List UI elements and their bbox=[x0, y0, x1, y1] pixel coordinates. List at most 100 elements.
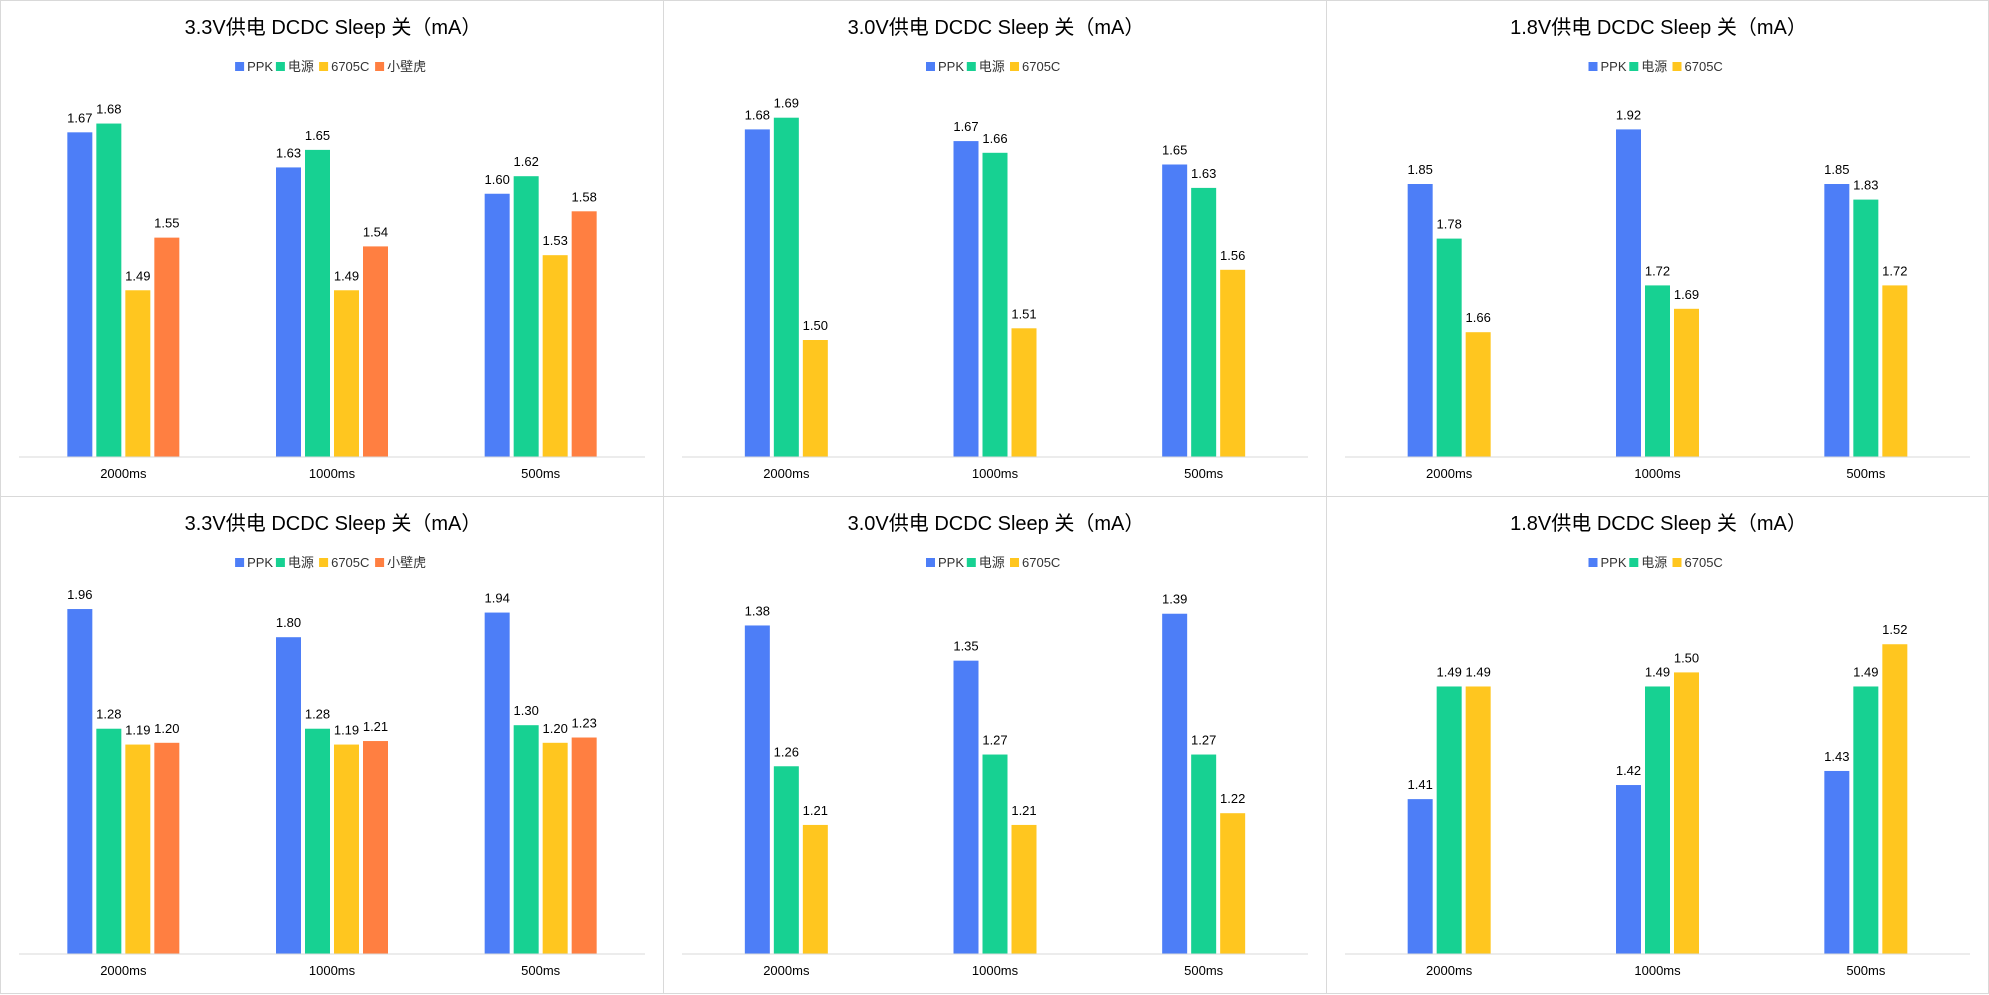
bar-电源-1000ms bbox=[1645, 285, 1670, 457]
bar-PPK-500ms bbox=[1162, 613, 1188, 954]
bar-6705C-1000ms bbox=[334, 290, 359, 457]
data-label: 1.52 bbox=[1882, 622, 1907, 637]
chart-title: 3.3V供电 DCDC Sleep 关（mA） bbox=[185, 512, 482, 535]
data-label: 1.80 bbox=[276, 615, 301, 630]
legend-swatch bbox=[926, 558, 935, 567]
x-tick-label: 500ms bbox=[1184, 466, 1224, 481]
x-tick-label: 500ms bbox=[1846, 963, 1886, 978]
data-label: 1.49 bbox=[334, 268, 359, 283]
data-label: 1.50 bbox=[1674, 650, 1699, 665]
bar-电源-2000ms bbox=[1436, 238, 1462, 457]
data-label: 1.41 bbox=[1408, 777, 1433, 792]
x-tick-label: 2000ms bbox=[100, 963, 147, 978]
chart-panel-3: 1.8V供电 DCDC Sleep 关（mA） PPK 电源 6705C 1.85 1.7… bbox=[1326, 0, 1989, 497]
bar-6705C-500ms bbox=[1220, 813, 1246, 954]
data-label: 1.83 bbox=[1853, 178, 1878, 193]
x-tick-label: 500ms bbox=[1846, 466, 1886, 481]
data-label: 1.50 bbox=[803, 318, 828, 333]
legend-swatch bbox=[1588, 62, 1598, 71]
legend-item-3: 6705C bbox=[1010, 59, 1060, 74]
bar-PPK-500ms bbox=[1824, 184, 1850, 457]
legend-item-3: 6705C bbox=[319, 59, 369, 74]
bar-电源-1000ms bbox=[1645, 686, 1670, 954]
data-label: 1.22 bbox=[1220, 791, 1245, 806]
bar-PPK-2000ms bbox=[67, 609, 93, 954]
legend-item-2: 电源 bbox=[1629, 59, 1667, 74]
bar-6705C-500ms bbox=[1882, 285, 1908, 457]
legend: PPK 电源 6705C 小壁虎 bbox=[235, 59, 426, 74]
bar-小壁虎-2000ms bbox=[154, 237, 180, 457]
legend-label: PPK bbox=[247, 59, 273, 74]
bar-电源-1000ms bbox=[982, 152, 1008, 458]
legend-item-3: 6705C bbox=[319, 555, 369, 570]
chart-svg: 1.8V供电 DCDC Sleep 关（mA）PPK 电源 6705C1.411.4… bbox=[1345, 512, 1970, 978]
data-label: 1.30 bbox=[514, 703, 539, 718]
data-label: 1.20 bbox=[543, 721, 568, 736]
legend-label: 电源 bbox=[1641, 59, 1667, 74]
bars bbox=[67, 123, 597, 458]
bars bbox=[67, 609, 597, 954]
legend-item-1: PPK bbox=[926, 555, 964, 570]
data-label: 1.58 bbox=[572, 189, 597, 204]
legend-label: 电源 bbox=[288, 555, 314, 570]
chart-title: 1.8V供电 DCDC Sleep 关（mA） bbox=[1510, 512, 1807, 535]
chart-panel-5: 3.0V供电 DCDC Sleep 关（mA） PPK 电源 6705C 1.38 1.2… bbox=[663, 496, 1327, 994]
data-label: 1.78 bbox=[1437, 217, 1462, 232]
bar-电源-500ms bbox=[1191, 187, 1217, 457]
data-label: 1.20 bbox=[154, 721, 179, 736]
bar-PPK-1000ms bbox=[953, 141, 979, 457]
bar-6705C-2000ms bbox=[1465, 332, 1491, 457]
bar-小壁虎-1000ms bbox=[363, 246, 388, 457]
legend-swatch bbox=[235, 558, 245, 567]
chart-title: 3.0V供电 DCDC Sleep 关（mA） bbox=[848, 512, 1145, 535]
bar-6705C-500ms bbox=[542, 255, 568, 457]
data-labels: 1.38 1.26 1.21 1.35 1.27 1.21 1.39 1.27 1.22 bbox=[745, 592, 1246, 818]
bar-PPK-1000ms bbox=[1616, 785, 1641, 954]
legend-label: 电源 bbox=[288, 59, 314, 74]
data-label: 1.63 bbox=[1191, 166, 1216, 181]
bar-6705C-2000ms bbox=[802, 824, 828, 954]
legend-label: 6705C bbox=[331, 555, 369, 570]
bar-6705C-1000ms bbox=[1674, 672, 1699, 954]
x-tick-label: 500ms bbox=[1184, 963, 1224, 978]
x-tick-label: 2000ms bbox=[100, 466, 147, 481]
bar-小壁虎-500ms bbox=[571, 211, 597, 457]
data-label: 1.85 bbox=[1824, 162, 1849, 177]
legend-label: PPK bbox=[247, 555, 273, 570]
data-label: 1.35 bbox=[953, 639, 978, 654]
bars bbox=[744, 613, 1246, 954]
chart-svg: 3.3V供电 DCDC Sleep 关（mA） PPK 电源 6705C 小壁虎 1.96… bbox=[19, 512, 645, 978]
bar-小壁虎-1000ms bbox=[363, 741, 388, 954]
bar-6705C-500ms bbox=[542, 742, 568, 954]
data-label: 1.92 bbox=[1616, 107, 1641, 122]
bar-6705C-2000ms bbox=[125, 290, 151, 457]
legend: PPK 电源 6705C bbox=[926, 59, 1060, 74]
data-labels: 1.96 1.28 1.19 1.20 1.80 1.28 1.19 1.21 1.94 1.30… bbox=[67, 587, 597, 738]
x-tick-label: 1000ms bbox=[972, 963, 1019, 978]
data-label: 1.66 bbox=[1466, 310, 1491, 325]
data-label: 1.26 bbox=[774, 744, 799, 759]
legend-label: 6705C bbox=[1685, 555, 1723, 570]
data-label: 1.68 bbox=[96, 102, 121, 117]
bar-PPK-2000ms bbox=[744, 129, 770, 457]
data-label: 1.42 bbox=[1616, 763, 1641, 778]
data-label: 1.62 bbox=[514, 154, 539, 169]
legend-swatch bbox=[1010, 62, 1019, 71]
data-label: 1.54 bbox=[363, 224, 388, 239]
legend-swatch bbox=[319, 558, 329, 567]
data-label: 1.51 bbox=[1011, 306, 1036, 321]
chart-panel-1: 3.3V供电 DCDC Sleep 关（mA） PPK 电源 6705C 小壁虎 1.67… bbox=[0, 0, 664, 497]
bar-PPK-1000ms bbox=[276, 637, 301, 954]
x-tick-label: 1000ms bbox=[309, 466, 356, 481]
data-label: 1.21 bbox=[1011, 803, 1036, 818]
data-label: 1.72 bbox=[1882, 263, 1907, 278]
legend: PPK 电源 6705C 小壁虎 bbox=[235, 555, 426, 570]
legend-item-1: PPK bbox=[926, 59, 964, 74]
chart-svg: 1.8V供电 DCDC Sleep 关（mA） PPK 电源 6705C 1.85 1.7… bbox=[1345, 16, 1970, 481]
chart-title: 3.0V供电 DCDC Sleep 关（mA） bbox=[848, 16, 1145, 39]
legend-swatch bbox=[319, 62, 329, 71]
chart-title: 3.3V供电 DCDC Sleep 关（mA） bbox=[185, 16, 482, 39]
bar-电源-1000ms bbox=[305, 728, 330, 954]
legend-label: 6705C bbox=[1022, 555, 1060, 570]
chart-panel-6: 1.8V供电 DCDC Sleep 关（mA） PPK 电源 6705C 1.41 1.4… bbox=[1326, 496, 1989, 994]
